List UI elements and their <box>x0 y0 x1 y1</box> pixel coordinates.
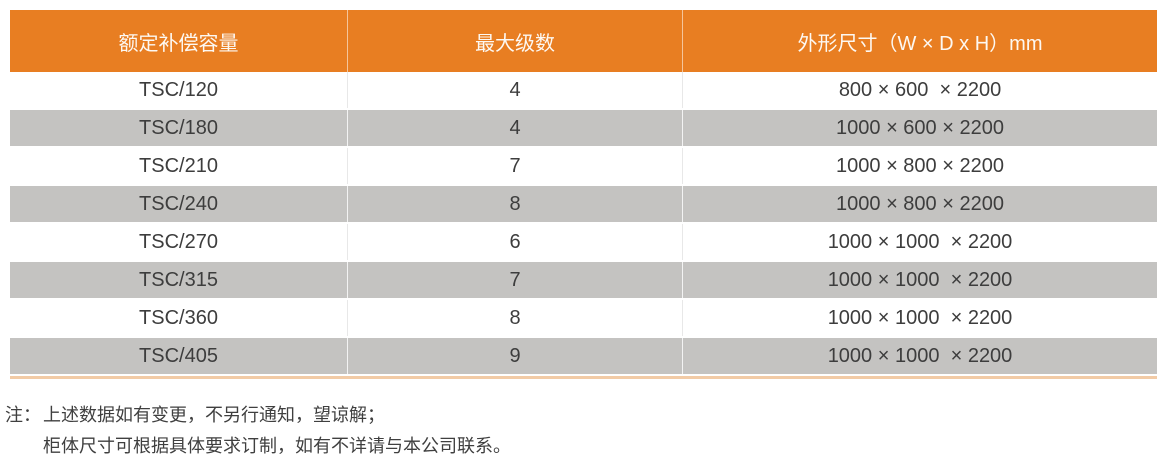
note-line-2: 柜体尺寸可根据具体要求订制，如有不详请与本公司联系。 <box>43 436 511 456</box>
footnotes: 注： 上述数据如有变更，不另行通知，望谅解； 柜体尺寸可根据具体要求订制，如有不… <box>5 400 511 462</box>
cell-stages: 8 <box>348 186 683 222</box>
cell-dimensions: 1000 × 600 × 2200 <box>836 116 1004 139</box>
cell-dimensions: 1000 × 800 × 2200 <box>836 192 1004 215</box>
cell-model: TSC/315 <box>10 262 348 298</box>
note-label: 注： <box>5 405 41 425</box>
cell-dimensions: 1000 × 1000 × 2200 <box>827 230 1013 253</box>
cell-stages: 6 <box>348 224 683 260</box>
cell-dimensions: 800 × 600 × 2200 <box>838 78 1002 101</box>
table-row: TSC/120 4 800 × 600 × 2200 <box>10 72 1157 110</box>
table-header-row: 额定补偿容量 最大级数 外形尺寸（W × D x H）mm <box>10 10 1157 72</box>
cell-stages: 7 <box>348 148 683 184</box>
column-header-rated-capacity: 额定补偿容量 <box>10 10 348 72</box>
cell-dimensions: 1000 × 1000 × 2200 <box>827 344 1013 367</box>
cell-stages: 4 <box>348 72 683 108</box>
cell-stages: 9 <box>348 338 683 374</box>
table-row: TSC/315 7 1000 × 1000 × 2200 <box>10 262 1157 300</box>
cell-dimensions: 1000 × 1000 × 2200 <box>827 306 1013 329</box>
cell-model: TSC/210 <box>10 148 348 184</box>
table-row: TSC/210 7 1000 × 800 × 2200 <box>10 148 1157 186</box>
cell-stages: 7 <box>348 262 683 298</box>
cell-model: TSC/120 <box>10 72 348 108</box>
cell-model: TSC/405 <box>10 338 348 374</box>
cell-dimensions: 1000 × 800 × 2200 <box>836 154 1004 177</box>
cell-model: TSC/270 <box>10 224 348 260</box>
table-body: TSC/120 4 800 × 600 × 2200 TSC/180 4 100… <box>10 72 1157 376</box>
cell-model: TSC/360 <box>10 300 348 336</box>
column-header-max-stages: 最大级数 <box>348 10 683 72</box>
table-row: TSC/405 9 1000 × 1000 × 2200 <box>10 338 1157 376</box>
note-lines: 上述数据如有变更，不另行通知，望谅解； 柜体尺寸可根据具体要求订制，如有不详请与… <box>43 400 511 462</box>
spec-table: 额定补偿容量 最大级数 外形尺寸（W × D x H）mm TSC/120 4 … <box>10 10 1157 379</box>
cell-model: TSC/240 <box>10 186 348 222</box>
table-row: TSC/360 8 1000 × 1000 × 2200 <box>10 300 1157 338</box>
cell-model: TSC/180 <box>10 110 348 146</box>
cell-dimensions: 1000 × 1000 × 2200 <box>827 268 1013 291</box>
cell-stages: 4 <box>348 110 683 146</box>
cell-stages: 8 <box>348 300 683 336</box>
note-line-1: 上述数据如有变更，不另行通知，望谅解； <box>43 405 385 425</box>
table-row: TSC/240 8 1000 × 800 × 2200 <box>10 186 1157 224</box>
column-header-dimensions: 外形尺寸（W × D x H）mm <box>797 32 1043 55</box>
table-row: TSC/180 4 1000 × 600 × 2200 <box>10 110 1157 148</box>
table-row: TSC/270 6 1000 × 1000 × 2200 <box>10 224 1157 262</box>
